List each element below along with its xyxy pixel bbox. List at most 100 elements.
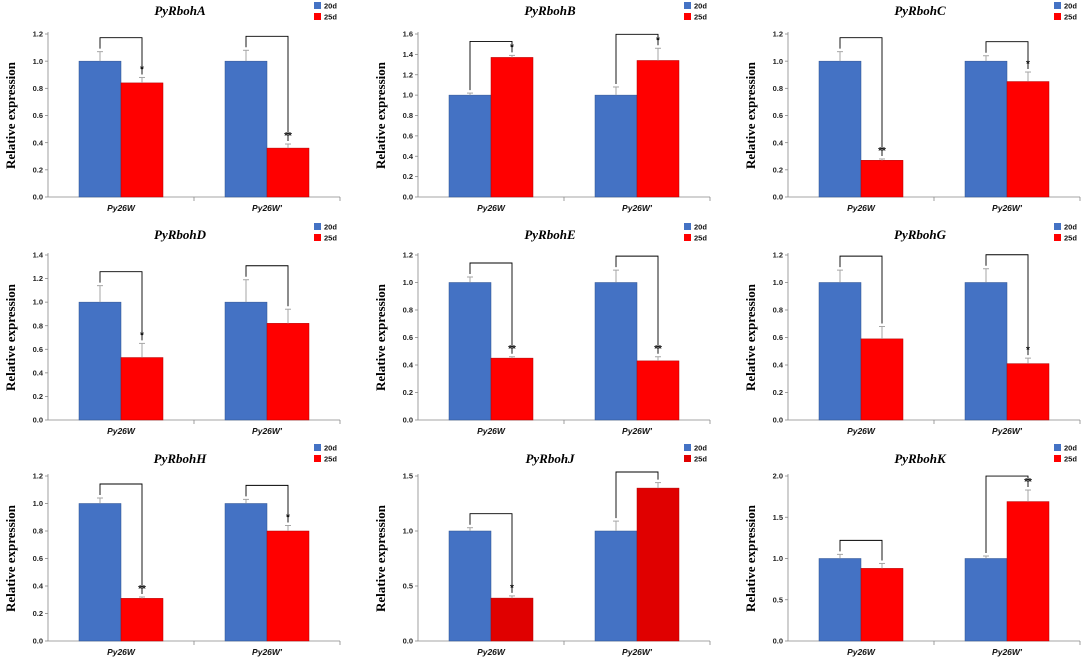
legend-swatch-25d <box>1054 13 1061 20</box>
bar-25d-Py26W' <box>1006 81 1050 198</box>
legend-label: 20d <box>324 2 337 11</box>
y-tick-label: 0.8 <box>403 306 413 315</box>
legend-label: 25d <box>1064 234 1077 243</box>
significance-label: * <box>286 513 290 524</box>
y-tick-label: 1.5 <box>403 472 413 481</box>
y-tick-label: 0.2 <box>33 392 43 401</box>
y-axis-label: Relative expression <box>373 61 388 169</box>
y-tick-label: 0.8 <box>773 84 783 93</box>
y-tick-label: 1.0 <box>403 91 413 100</box>
y-tick-label: 0.0 <box>33 637 43 646</box>
y-tick-label: 0.6 <box>773 111 783 120</box>
y-tick-label: 1.2 <box>403 251 413 260</box>
legend-label: 25d <box>694 455 707 464</box>
legend-label: 20d <box>694 444 707 453</box>
significance-bracket <box>245 484 289 523</box>
significance-label: ** <box>654 344 662 355</box>
significance-label: ** <box>138 584 146 595</box>
bar-25d-Py26W' <box>266 530 310 642</box>
bar-20d-Py26W' <box>224 301 268 421</box>
bar-20d-Py26W <box>818 558 862 642</box>
bar-25d-Py26W <box>860 160 904 198</box>
chart-title: PyRbohE <box>524 227 576 242</box>
y-tick-label: 1.0 <box>773 278 783 287</box>
significance-bracket <box>469 513 513 593</box>
y-axis-label: Relative expression <box>373 504 388 612</box>
legend-label: 25d <box>1064 13 1077 22</box>
bar-20d-Py26W' <box>224 503 268 642</box>
bar-20d-Py26W' <box>594 530 638 642</box>
y-tick-label: 0.2 <box>33 609 43 618</box>
significance-bracket <box>839 255 883 324</box>
bar-25d-Py26W <box>490 57 534 198</box>
significance-bracket <box>839 37 883 156</box>
y-tick-label: 0.0 <box>403 416 413 425</box>
y-tick-label: 0.6 <box>773 333 783 342</box>
y-tick-label: 0.6 <box>33 111 43 120</box>
bar-25d-Py26W' <box>266 147 310 198</box>
x-category-label: Py26W <box>477 426 506 436</box>
y-tick-label: 1.0 <box>773 57 783 66</box>
x-category-label: Py26W' <box>992 647 1023 657</box>
legend-swatch-25d <box>314 455 321 462</box>
bar-20d-Py26W' <box>964 558 1008 642</box>
y-tick-label: 0.8 <box>403 111 413 120</box>
bar-20d-Py26W' <box>594 94 638 198</box>
significance-label: ** <box>284 131 292 142</box>
significance-bracket <box>99 483 143 594</box>
y-axis-label: Relative expression <box>743 61 758 169</box>
y-tick-label: 0.4 <box>403 152 414 161</box>
y-axis-label: Relative expression <box>3 504 18 612</box>
x-category-label: Py26W <box>847 426 876 436</box>
y-tick-label: 0.8 <box>33 321 43 330</box>
x-category-label: Py26W' <box>992 426 1023 436</box>
x-category-label: Py26W <box>107 203 136 213</box>
bar-20d-Py26W <box>78 301 122 421</box>
x-category-label: Py26W <box>107 426 136 436</box>
legend-swatch-20d <box>684 444 691 451</box>
y-tick-label: 1.6 <box>403 30 413 39</box>
bar-25d-Py26W <box>490 357 534 421</box>
y-tick-label: 0.5 <box>773 595 783 604</box>
chart-panel-PyRbohE: PyRbohE Relative expression 0.0 0.2 0.4 0.6 0.… <box>373 223 711 436</box>
y-tick-label: 1.2 <box>33 274 43 283</box>
x-category-label: Py26W' <box>992 203 1023 213</box>
y-tick-label: 1.4 <box>33 251 44 260</box>
y-tick-label: 0.4 <box>33 368 44 377</box>
legend-label: 20d <box>694 2 707 11</box>
legend-label: 25d <box>694 234 707 243</box>
significance-bracket <box>245 35 289 142</box>
bar-20d-Py26W' <box>224 60 268 198</box>
x-category-label: Py26W <box>107 647 136 657</box>
y-tick-label: 0.4 <box>33 582 44 591</box>
x-category-label: Py26W' <box>622 647 653 657</box>
legend-swatch-25d <box>684 455 691 462</box>
y-tick-label: 0.0 <box>403 637 413 646</box>
y-tick-label: 1.2 <box>33 30 43 39</box>
legend-label: 20d <box>324 444 337 453</box>
legend-swatch-25d <box>684 13 691 20</box>
legend-label: 25d <box>324 13 337 22</box>
y-tick-label: 0.8 <box>33 84 43 93</box>
significance-label: * <box>1026 59 1030 70</box>
significance-bracket <box>985 254 1029 356</box>
bar-25d-Py26W' <box>1006 363 1050 421</box>
y-tick-label: 0.4 <box>403 361 414 370</box>
y-axis-label: Relative expression <box>373 283 388 391</box>
legend-swatch-20d <box>1054 444 1061 451</box>
significance-bracket <box>469 262 513 354</box>
x-category-label: Py26W' <box>622 203 653 213</box>
legend-swatch-20d <box>1054 2 1061 9</box>
chart-panel-PyRbohJ: PyRbohJ Relative expression 0.0 0.5 1.0 1.5 Py… <box>373 444 711 657</box>
legend-swatch-20d <box>314 2 321 9</box>
chart-panel-PyRbohD: PyRbohD Relative expression 0.0 0.2 0.4 0.6 0.… <box>3 223 341 436</box>
significance-bracket <box>245 265 289 307</box>
y-tick-label: 0.6 <box>33 554 43 563</box>
significance-bracket <box>99 37 143 75</box>
x-category-label: Py26W' <box>252 647 283 657</box>
y-tick-label: 0.4 <box>773 361 784 370</box>
y-axis-label: Relative expression <box>3 283 18 391</box>
y-tick-label: 0.6 <box>33 345 43 354</box>
legend-label: 20d <box>694 223 707 232</box>
